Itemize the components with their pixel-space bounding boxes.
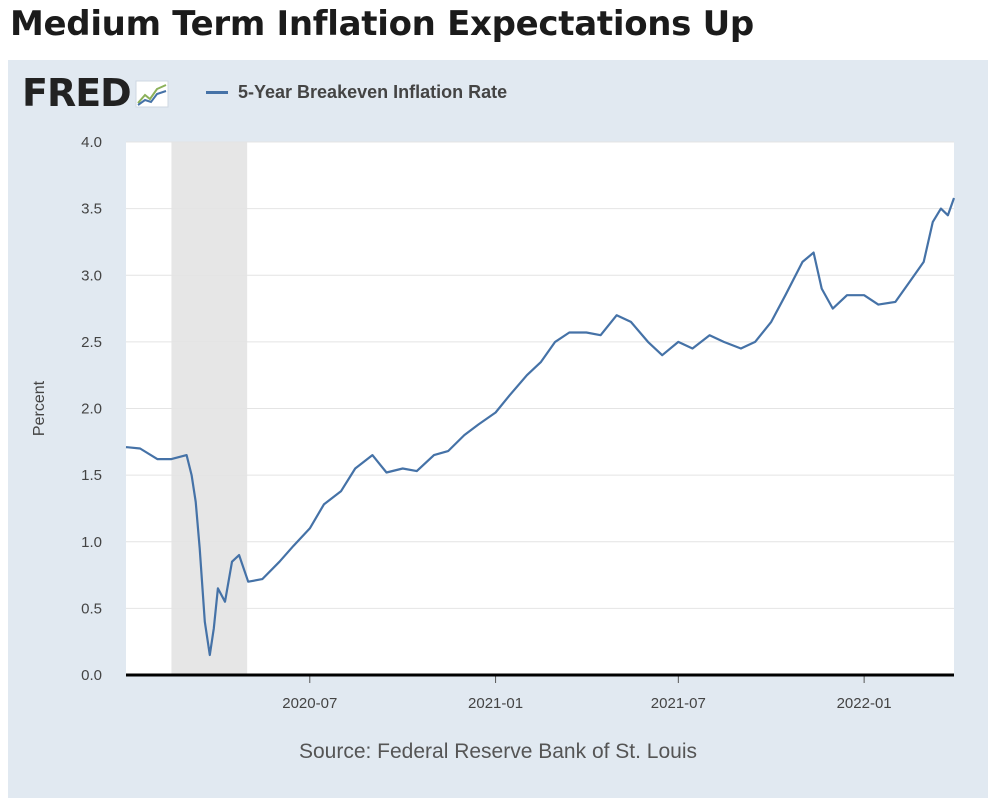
y-tick-label: 1.0: [81, 534, 102, 551]
y-tick-label: 1.5: [81, 467, 102, 484]
x-tick-label: 2022-01: [837, 695, 892, 712]
chart-legend: 5-Year Breakeven Inflation Rate: [206, 82, 507, 103]
y-tick-label: 0.5: [81, 600, 102, 617]
page-headline: Medium Term Inflation Expectations Up: [10, 4, 754, 44]
y-tick-label: 3.5: [81, 201, 102, 218]
legend-label: 5-Year Breakeven Inflation Rate: [238, 82, 508, 102]
fred-chart-icon: [135, 80, 169, 108]
chart-panel: FRED 5-Year Breakeven Inflation Rate 0.0…: [8, 60, 988, 798]
source-note: Source: Federal Reserve Bank of St. Loui…: [298, 740, 698, 763]
y-tick-label: 3.0: [81, 267, 102, 284]
series-line: [125, 197, 956, 657]
fred-logo: FRED: [22, 74, 169, 112]
x-tick-label: 2020-07: [282, 695, 337, 712]
x-tick-label: 2021-07: [651, 695, 706, 712]
y-tick-label: 2.0: [81, 401, 102, 418]
y-tick-label: 4.0: [81, 134, 102, 151]
line-chart: 0.0 0.5 1.0 1.5 2.0 2.5 3.0 3.5 4.0 2020-07 2021-0…: [31, 134, 956, 712]
y-tick-label: 0.0: [81, 667, 102, 684]
y-tick-label: 2.5: [81, 334, 102, 351]
legend-swatch: [206, 91, 228, 94]
x-tick-label: 2021-01: [468, 695, 523, 712]
y-axis-label: Percent: [31, 380, 48, 436]
fred-logo-text: FRED: [22, 71, 132, 115]
